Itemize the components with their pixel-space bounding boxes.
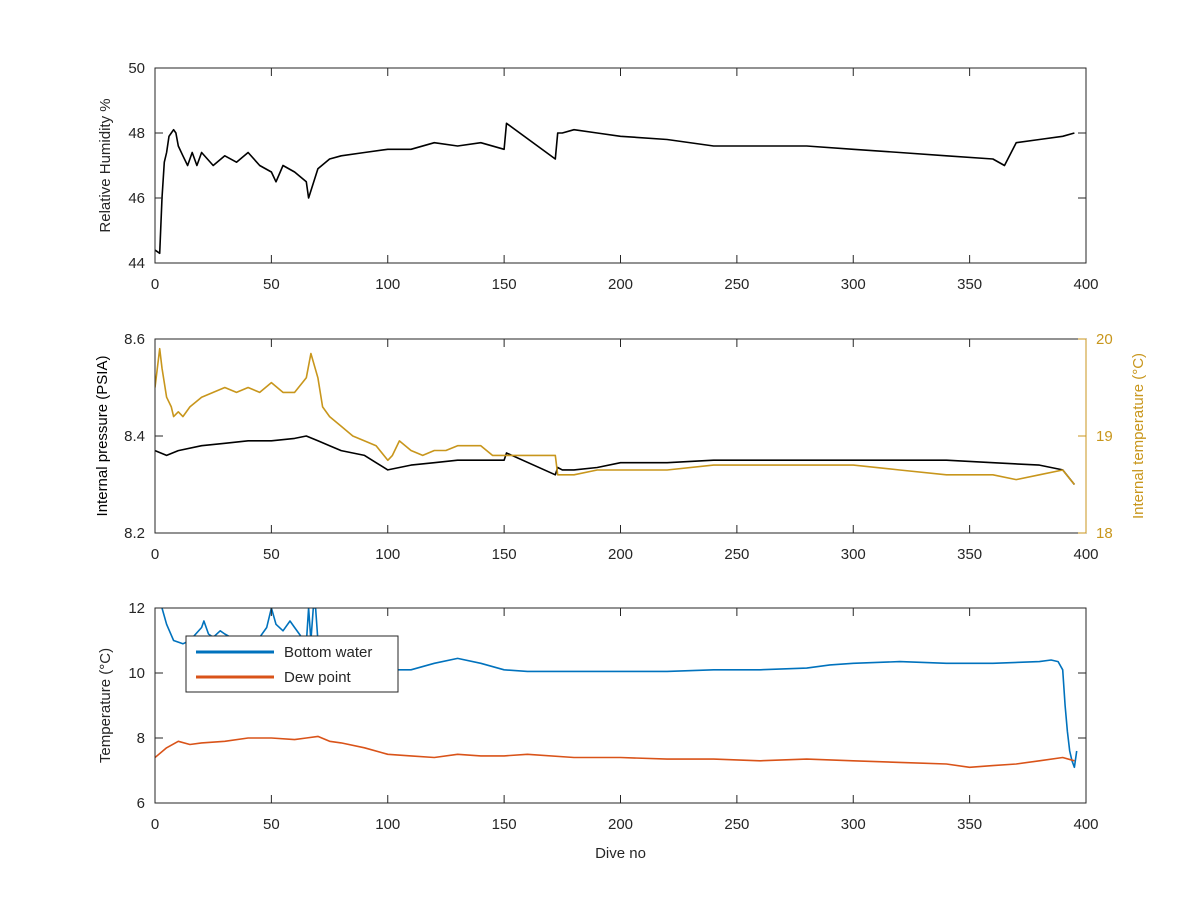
y-axis-label: Temperature (°C): [97, 648, 114, 763]
x-tick-label: 100: [375, 816, 400, 833]
y-tick-label: 12: [128, 600, 145, 617]
y-tick-label: 8: [137, 730, 145, 747]
x-tick-label: 350: [957, 276, 982, 293]
x-tick-label: 50: [263, 816, 280, 833]
y-axis-label: Relative Humidity %: [97, 98, 114, 232]
legend: Bottom water Dew point: [185, 635, 399, 693]
x-tick-label: 400: [1073, 816, 1098, 833]
y-tick-label-right: 18: [1096, 525, 1113, 542]
x-tick-label: 250: [724, 816, 749, 833]
y-tick-label: 8.6: [124, 331, 145, 348]
series-line-right: [155, 347, 1076, 486]
x-tick-label: 250: [724, 276, 749, 293]
series-line-main: [155, 122, 1075, 255]
legend-label: Bottom water: [284, 644, 372, 661]
subplot-3: 0 50 100 150 200 250 300 350 400 6 8 10 12 Temperatur…: [97, 600, 1099, 862]
x-axis-label: Dive no: [595, 845, 646, 862]
series-line-left: [155, 435, 1076, 486]
legend-label: Dew point: [284, 669, 352, 686]
y-axis-label-right: Internal temperature (°C): [1130, 353, 1147, 519]
y-tick-label-right: 20: [1096, 331, 1113, 348]
x-tick-label: 300: [841, 276, 866, 293]
x-tick-label: 300: [841, 816, 866, 833]
y-tick-label-right: 19: [1096, 428, 1113, 445]
series-line-dew-point: [155, 735, 1075, 769]
plot-frame: [154, 338, 1087, 534]
x-tick-label: 0: [151, 276, 159, 293]
x-tick-label: 100: [375, 276, 400, 293]
x-tick-label: 300: [841, 546, 866, 563]
x-tick-label: 400: [1073, 546, 1098, 563]
x-tick-label: 400: [1073, 276, 1098, 293]
x-tick-label: 150: [492, 546, 517, 563]
x-tick-label: 350: [957, 546, 982, 563]
x-tick-label: 100: [375, 546, 400, 563]
y-tick-label: 10: [128, 665, 145, 682]
y-tick-label: 8.4: [124, 428, 145, 445]
y-tick-label: 46: [128, 190, 145, 207]
plot-frame: [154, 67, 1087, 264]
x-tick-label: 200: [608, 816, 633, 833]
x-tick-label: 0: [151, 546, 159, 563]
x-tick-label: 200: [608, 276, 633, 293]
y-tick-label: 50: [128, 60, 145, 77]
legend-box: [185, 635, 399, 693]
x-tick-label: 350: [957, 816, 982, 833]
subplot-2: 0 50 100 150 200 250 300 350 400 8.2 8.4 8.6 18 19 20 I…: [94, 331, 1147, 563]
x-tick-label: 50: [263, 276, 280, 293]
y-tick-label: 44: [128, 255, 145, 272]
y-tick-label: 6: [137, 795, 145, 812]
x-tick-label: 250: [724, 546, 749, 563]
y-axis-label: Internal pressure (PSIA): [94, 356, 111, 517]
x-tick-label: 0: [151, 816, 159, 833]
y-tick-label: 48: [128, 125, 145, 142]
x-tick-label: 150: [492, 816, 517, 833]
subplot-1: 0 50 100 150 200 250 300 350 400 44 46 48 50 Relative…: [97, 60, 1099, 293]
x-tick-label: 50: [263, 546, 280, 563]
y-tick-label: 8.2: [124, 525, 145, 542]
x-tick-label: 200: [608, 546, 633, 563]
x-tick-label: 150: [492, 276, 517, 293]
